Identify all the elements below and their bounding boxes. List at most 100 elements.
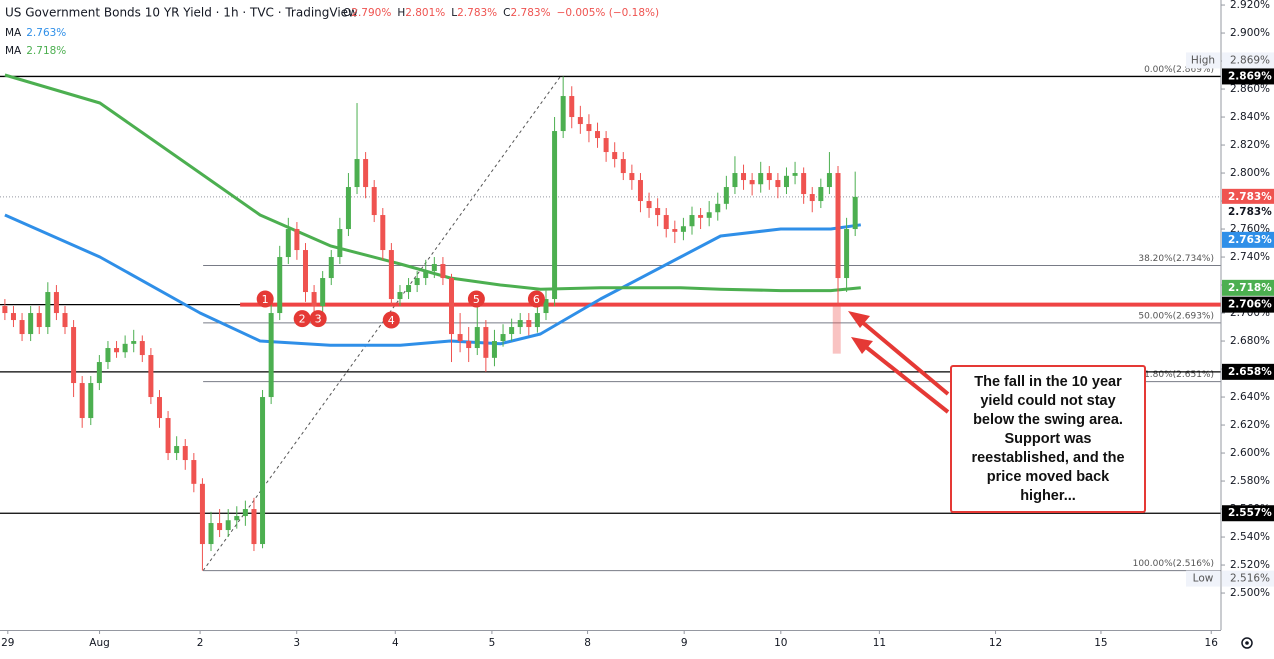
fib-label: 100.00%(2.516%) [1133, 559, 1214, 569]
x-tick-label: 10 [774, 637, 787, 649]
x-tick-label: 15 [1094, 637, 1107, 649]
candle-body [122, 343, 128, 353]
y-tick-label: 2.500% [1230, 587, 1270, 599]
x-tick-label: 11 [873, 637, 886, 649]
swing-marker [256, 290, 274, 308]
candle-body [689, 215, 695, 227]
fib-label: 38.20%(2.734%) [1138, 254, 1214, 264]
candle-body [268, 313, 274, 398]
candle-body [260, 397, 266, 545]
axis-label: 2.869% [1228, 70, 1272, 82]
candle-body [414, 278, 420, 286]
candle-body [801, 173, 807, 195]
candle-body [131, 341, 137, 344]
candle-body [715, 203, 721, 213]
candle-body [783, 175, 789, 188]
gear[interactable] [1241, 637, 1253, 649]
axis-label-bg [1222, 52, 1274, 69]
highlight-zone [832, 304, 841, 354]
ma-value: 2.763% [26, 27, 66, 39]
candle-body [105, 348, 111, 363]
ohlc-key: O [343, 7, 351, 19]
axis-label-bg [1222, 505, 1274, 522]
candle-body [732, 173, 738, 188]
change: −0.005% (−0.18%) [557, 7, 660, 19]
fib-label: 0.00%(2.869%) [1144, 65, 1214, 75]
candle-body [706, 212, 712, 218]
candle-body [156, 397, 162, 419]
axis-label: 2.763% [1228, 234, 1272, 246]
candle-body [423, 271, 429, 279]
overlays: 12 3 45 6 [256, 290, 545, 329]
candle-body [406, 285, 412, 293]
candle-body [148, 355, 154, 398]
axis-label-bg [1222, 203, 1274, 220]
x-axis-panel [0, 630, 1274, 659]
candle-body [620, 159, 626, 174]
candle-body [534, 313, 540, 328]
candle-body [397, 292, 403, 300]
candle-body [646, 201, 652, 209]
ma-name: MA [5, 27, 22, 39]
candle-body [629, 173, 635, 181]
x-tick-label: 5 [489, 637, 496, 649]
candle-body [10, 313, 16, 321]
ohlc-key: H [397, 7, 405, 19]
ohlc-key: L [451, 7, 457, 19]
candle-body [526, 320, 532, 328]
moving-averages [4, 73, 862, 347]
swing-marker [527, 290, 545, 308]
moving-average [4, 73, 861, 293]
candle-body [62, 313, 68, 328]
candle-body [440, 264, 446, 279]
settings-icon[interactable] [1241, 637, 1253, 649]
swing-marker [382, 311, 400, 329]
axis-label-bg [1222, 279, 1274, 296]
y-tick-label: 2.740% [1230, 251, 1270, 263]
candle-body [311, 292, 317, 307]
candle-body [251, 509, 257, 545]
candle-body [345, 187, 351, 230]
candle-body [663, 215, 669, 230]
high-low-tag-bg [1186, 52, 1220, 69]
moving-average [4, 213, 862, 347]
candle-body [818, 187, 824, 202]
gear-center[interactable] [1245, 641, 1249, 645]
ma-value: 2.718% [26, 45, 66, 57]
arrow-line [860, 320, 950, 396]
axis-label-bg [1222, 296, 1274, 313]
swing-marker [467, 290, 485, 308]
arrow-head [851, 337, 873, 354]
candle-body [139, 341, 145, 356]
candle-body [71, 327, 77, 384]
candle-body [835, 173, 841, 279]
candle-body [242, 509, 248, 517]
swing-marker-label: 3 [315, 313, 322, 326]
candle-body [225, 520, 231, 531]
candle-body [680, 226, 686, 232]
y-tick-label: 2.640% [1230, 391, 1270, 403]
candle-body [852, 196, 858, 230]
candle-body [826, 173, 832, 188]
candle-body [388, 250, 394, 300]
arrow-head [848, 311, 870, 328]
candle-body [474, 327, 480, 349]
axis-label-bg [1222, 570, 1274, 587]
candle-body [612, 152, 618, 160]
y-axis-panel [1221, 0, 1274, 659]
arrows [848, 311, 950, 414]
candle-body [775, 180, 781, 188]
candle-body [741, 173, 747, 181]
axis-label: 2.658% [1228, 366, 1272, 378]
candle-body [466, 341, 472, 349]
candle-body [672, 229, 678, 232]
candle-body [363, 159, 369, 188]
candle-body [208, 523, 214, 545]
candle-body [766, 173, 772, 181]
y-tick-label: 2.820% [1230, 139, 1270, 151]
candle-body [380, 215, 386, 251]
x-tick-label: 3 [293, 637, 300, 649]
